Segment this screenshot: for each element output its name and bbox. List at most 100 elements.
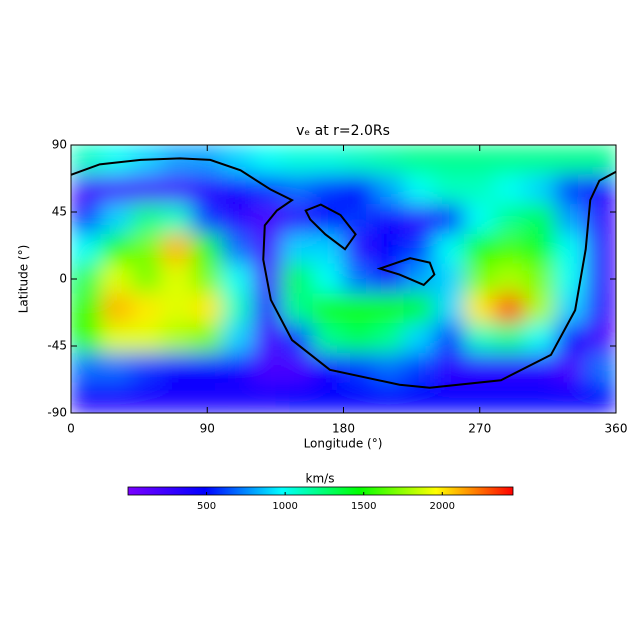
heat-cell bbox=[433, 204, 466, 235]
heat-cell bbox=[433, 382, 466, 413]
heat-cell bbox=[71, 174, 102, 206]
heat-cell bbox=[373, 293, 405, 325]
heat-cell bbox=[464, 323, 496, 354]
heat-cell bbox=[252, 174, 284, 206]
colorbar bbox=[127, 486, 514, 496]
heat-cell bbox=[100, 204, 133, 235]
heat-cell bbox=[282, 263, 314, 295]
heat-cell bbox=[131, 204, 163, 235]
heat-cell bbox=[131, 263, 163, 295]
heat-cell bbox=[464, 174, 496, 206]
heat-cell bbox=[161, 145, 193, 176]
heat-cell bbox=[433, 263, 466, 295]
heat-cell bbox=[343, 263, 375, 295]
heat-cell bbox=[161, 293, 193, 325]
colorbar-tick-label: 2000 bbox=[430, 501, 455, 512]
heat-cell bbox=[585, 145, 616, 176]
heat-cell bbox=[585, 382, 616, 413]
heat-cell bbox=[161, 204, 193, 235]
heat-cell bbox=[100, 293, 133, 325]
x-tick-label: 360 bbox=[605, 422, 628, 436]
colorbar-tick-label: 500 bbox=[197, 501, 216, 512]
colorbar-tick-label: 1500 bbox=[351, 501, 376, 512]
heat-cell bbox=[282, 145, 314, 176]
heat-cell bbox=[464, 352, 496, 384]
heat-cell bbox=[221, 204, 254, 235]
y-tick-label: 0 bbox=[59, 272, 67, 286]
heat-cell bbox=[524, 145, 556, 176]
heat-cell bbox=[100, 382, 133, 413]
heat-cell bbox=[343, 382, 375, 413]
heat-cell bbox=[373, 382, 405, 413]
heat-cell bbox=[524, 352, 556, 384]
heat-cell bbox=[312, 145, 344, 176]
y-tick-label: -90 bbox=[47, 406, 67, 420]
heat-cell bbox=[494, 204, 526, 235]
heat-cell bbox=[191, 174, 223, 206]
x-tick-label: 180 bbox=[332, 422, 355, 436]
plot-area bbox=[71, 145, 616, 413]
heat-cell bbox=[464, 293, 496, 325]
heat-cell bbox=[282, 352, 314, 384]
heat-cell bbox=[373, 323, 405, 354]
heat-cell bbox=[373, 352, 405, 384]
heat-cell bbox=[312, 263, 344, 295]
heat-cell bbox=[494, 174, 526, 206]
heat-cell bbox=[191, 293, 223, 325]
y-tick-label: 45 bbox=[52, 205, 67, 219]
heat-cell bbox=[524, 263, 556, 295]
heat-cell bbox=[252, 323, 284, 354]
heat-cell bbox=[131, 293, 163, 325]
heat-cell bbox=[464, 263, 496, 295]
heat-cell bbox=[100, 145, 133, 176]
heat-cell bbox=[343, 174, 375, 206]
heat-cell bbox=[221, 174, 254, 206]
colorbar-label: km/s bbox=[306, 472, 335, 486]
y-axis-label: Latitude (°) bbox=[17, 245, 31, 314]
heat-cell bbox=[100, 323, 133, 354]
heat-cell bbox=[433, 233, 466, 265]
heat-cell bbox=[464, 233, 496, 265]
heat-cell bbox=[433, 145, 466, 176]
heat-cell bbox=[403, 174, 435, 206]
heat-cell bbox=[373, 204, 405, 235]
heat-cell bbox=[554, 382, 587, 413]
heat-cell bbox=[191, 323, 223, 354]
heat-cell bbox=[312, 233, 344, 265]
heat-cell bbox=[403, 145, 435, 176]
y-tick-label: 90 bbox=[52, 138, 67, 152]
heat-cell bbox=[71, 233, 102, 265]
heat-cell bbox=[494, 145, 526, 176]
heat-cell bbox=[161, 352, 193, 384]
heat-cell bbox=[524, 174, 556, 206]
heat-cell bbox=[131, 233, 163, 265]
heat-cell bbox=[131, 174, 163, 206]
heat-cell bbox=[494, 233, 526, 265]
heat-cell bbox=[554, 174, 587, 206]
heat-cell bbox=[312, 174, 344, 206]
heat-cell bbox=[252, 382, 284, 413]
x-tick-label: 0 bbox=[67, 422, 75, 436]
heat-cell bbox=[585, 323, 616, 354]
heat-cell bbox=[191, 233, 223, 265]
heat-cell bbox=[191, 263, 223, 295]
heat-cell bbox=[343, 323, 375, 354]
heat-cell bbox=[403, 352, 435, 384]
heatmap bbox=[71, 145, 616, 413]
heat-cell bbox=[161, 263, 193, 295]
heat-cell bbox=[221, 382, 254, 413]
heat-cell bbox=[433, 352, 466, 384]
heat-cell bbox=[71, 352, 102, 384]
heat-cell bbox=[343, 233, 375, 265]
heat-cell bbox=[100, 263, 133, 295]
heat-cell bbox=[71, 382, 102, 413]
heat-cell bbox=[464, 204, 496, 235]
heat-cell bbox=[282, 233, 314, 265]
chart-title: vₑ at r=2.0Rs bbox=[296, 123, 390, 139]
heat-cell bbox=[554, 145, 587, 176]
heat-cell bbox=[161, 382, 193, 413]
heat-cell bbox=[585, 293, 616, 325]
heat-cell bbox=[221, 233, 254, 265]
heat-cell bbox=[221, 145, 254, 176]
